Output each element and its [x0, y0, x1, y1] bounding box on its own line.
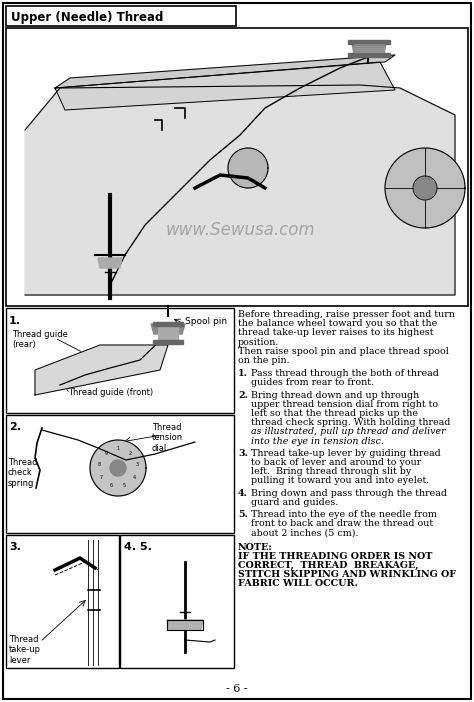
- Text: 2: 2: [128, 451, 132, 456]
- Text: Thread guide (front): Thread guide (front): [68, 388, 153, 397]
- Text: front to back and draw the thread out: front to back and draw the thread out: [251, 519, 433, 528]
- Polygon shape: [55, 55, 395, 88]
- Text: STITCH SKIPPING AND WRINKLING OF: STITCH SKIPPING AND WRINKLING OF: [238, 570, 456, 579]
- Bar: [6, 415, 234, 533]
- Polygon shape: [413, 176, 437, 200]
- Text: Thread take-up lever by guiding thread: Thread take-up lever by guiding thread: [251, 449, 441, 458]
- Polygon shape: [228, 148, 268, 188]
- Text: on the pin.: on the pin.: [238, 356, 290, 365]
- Text: Bring thread down and up through: Bring thread down and up through: [251, 390, 419, 399]
- Text: NOTE:: NOTE:: [238, 543, 273, 552]
- Text: left.  Bring thread through slit by: left. Bring thread through slit by: [251, 468, 411, 476]
- Text: 3.: 3.: [9, 542, 21, 552]
- Polygon shape: [153, 322, 183, 326]
- Text: 1.: 1.: [9, 316, 21, 326]
- Polygon shape: [35, 345, 168, 395]
- Text: 2.: 2.: [9, 422, 21, 432]
- Text: 4. 5.: 4. 5.: [124, 542, 152, 552]
- Polygon shape: [55, 62, 395, 110]
- Bar: [6, 6, 236, 26]
- Text: Thread
tension
dial: Thread tension dial: [152, 423, 183, 453]
- Polygon shape: [98, 258, 122, 268]
- Text: Bring down and pass through the thread: Bring down and pass through the thread: [251, 489, 447, 498]
- Text: 2.: 2.: [238, 390, 248, 399]
- Text: pulling it toward you and into eyelet.: pulling it toward you and into eyelet.: [251, 477, 429, 485]
- Text: 5: 5: [123, 484, 126, 489]
- Text: 7: 7: [100, 475, 103, 480]
- Text: to back of lever and around to your: to back of lever and around to your: [251, 458, 421, 467]
- Text: - 6 -: - 6 -: [226, 684, 248, 694]
- Polygon shape: [385, 148, 465, 228]
- Text: Upper (Needle) Thread: Upper (Needle) Thread: [11, 11, 164, 23]
- Text: left so that the thread picks up the: left so that the thread picks up the: [251, 409, 418, 418]
- Polygon shape: [25, 85, 455, 295]
- Text: into the eye in tension disc.: into the eye in tension disc.: [251, 437, 384, 446]
- Text: 4.: 4.: [238, 489, 248, 498]
- Text: 1: 1: [117, 446, 119, 451]
- Polygon shape: [158, 324, 178, 342]
- Text: Thread guide
(rear): Thread guide (rear): [12, 330, 68, 350]
- Text: Pass thread through the both of thread: Pass thread through the both of thread: [251, 369, 439, 378]
- Text: www.Sewusa.com: www.Sewusa.com: [165, 221, 315, 239]
- Text: Thread into the eye of the needle from: Thread into the eye of the needle from: [251, 510, 437, 519]
- Text: 9: 9: [104, 451, 107, 456]
- Text: Before threading, raise presser foot and turn: Before threading, raise presser foot and…: [238, 310, 455, 319]
- Text: IF THE THREADING ORDER IS NOT: IF THE THREADING ORDER IS NOT: [238, 552, 432, 561]
- Polygon shape: [352, 42, 386, 55]
- Bar: [6, 28, 468, 306]
- Text: 4: 4: [133, 475, 136, 480]
- Text: 5.: 5.: [238, 510, 248, 519]
- Bar: [6, 535, 119, 668]
- Text: as illustrated, pull up thread and deliver: as illustrated, pull up thread and deliv…: [251, 428, 446, 437]
- Text: upper thread tension dial from right to: upper thread tension dial from right to: [251, 400, 438, 409]
- Text: 3.: 3.: [238, 449, 248, 458]
- Text: the balance wheel toward you so that the: the balance wheel toward you so that the: [238, 319, 437, 329]
- Text: 8: 8: [98, 462, 101, 468]
- Text: Thread
take-up
lever: Thread take-up lever: [9, 635, 41, 665]
- Text: guides from rear to front.: guides from rear to front.: [251, 378, 374, 388]
- Polygon shape: [151, 324, 185, 334]
- Polygon shape: [90, 440, 146, 496]
- Polygon shape: [348, 40, 390, 44]
- Text: Spool pin: Spool pin: [185, 317, 227, 326]
- Text: position.: position.: [238, 338, 279, 347]
- Bar: [120, 535, 234, 668]
- Text: 6: 6: [110, 484, 113, 489]
- Bar: [280, 130, 380, 160]
- Polygon shape: [167, 620, 203, 630]
- Text: thread check spring. With holding thread: thread check spring. With holding thread: [251, 418, 450, 428]
- Text: guard and guides.: guard and guides.: [251, 498, 338, 507]
- Text: 1.: 1.: [238, 369, 248, 378]
- Polygon shape: [348, 53, 390, 57]
- Polygon shape: [153, 340, 183, 344]
- Text: thread take-up lever raises to its highest: thread take-up lever raises to its highe…: [238, 329, 434, 338]
- Text: Then raise spool pin and place thread spool: Then raise spool pin and place thread sp…: [238, 347, 449, 356]
- Polygon shape: [110, 460, 126, 476]
- Text: FABRIC WILL OCCUR.: FABRIC WILL OCCUR.: [238, 579, 358, 588]
- Text: Thread
check
spring: Thread check spring: [8, 458, 37, 488]
- Bar: [6, 308, 234, 413]
- Text: 3: 3: [135, 462, 138, 468]
- Text: CORRECT,  THREAD  BREAKAGE,: CORRECT, THREAD BREAKAGE,: [238, 561, 419, 570]
- Text: about 2 inches (5 cm).: about 2 inches (5 cm).: [251, 529, 358, 538]
